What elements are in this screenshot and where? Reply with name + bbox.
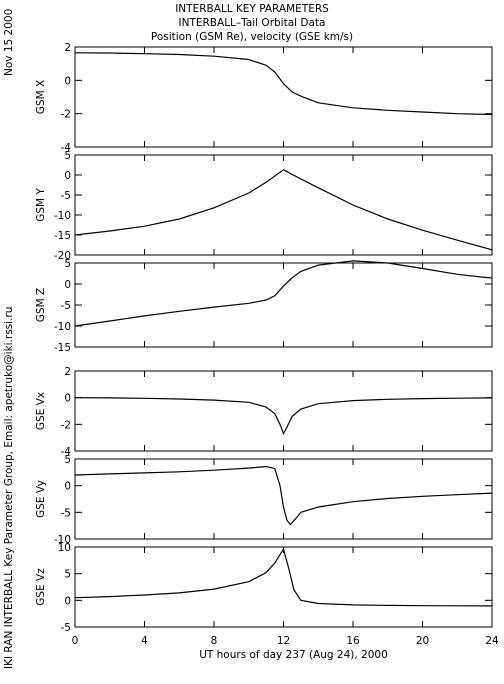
y-tick-label: -15 [54, 342, 71, 354]
y-tick-label: 2 [64, 42, 71, 54]
panel-frame [74, 262, 493, 348]
x-tick-label: 24 [485, 635, 499, 647]
y-tick-label: 0 [64, 481, 71, 493]
y-tick-label: 5 [64, 150, 71, 162]
chart-description: Position (GSM Re), velocity (GSE km/s) [150, 31, 354, 43]
y-tick-label: -10 [54, 321, 71, 333]
y-tick-label: -4 [61, 446, 72, 458]
y-tick-label: -5 [61, 190, 71, 202]
y-axis-label: GSM Z [35, 288, 47, 322]
y-tick-label: 5 [64, 258, 71, 270]
series-line [74, 169, 493, 251]
y-tick-label: -4 [61, 142, 72, 154]
y-axis-label: GSM X [35, 80, 47, 114]
chart-subtitle: INTERBALL–Tail Orbital Data [178, 17, 326, 29]
y-tick-label: 10 [58, 542, 71, 554]
panel-frame [74, 46, 493, 148]
x-axis-label: UT hours of day 237 (Aug 24), 2000 [199, 649, 388, 661]
y-tick-label: -10 [54, 534, 71, 546]
y-tick-label: -2 [61, 109, 71, 121]
y-tick-label: 0 [64, 393, 71, 405]
y-axis-label: GSE Vy [35, 480, 47, 518]
x-tick-label: 4 [141, 635, 148, 647]
y-tick-label: 2 [64, 366, 71, 378]
panel-frame [74, 370, 493, 452]
series-line [74, 547, 493, 607]
y-tick-label: -2 [61, 419, 71, 431]
y-axis-label: GSM Y [35, 188, 47, 222]
series-line [74, 465, 493, 526]
y-tick-label: -10 [54, 210, 71, 222]
y-tick-label: -5 [61, 300, 71, 312]
panel-frame [74, 458, 493, 540]
y-axis-label: GSE Vz [35, 568, 47, 606]
y-tick-label: 5 [64, 454, 71, 466]
x-tick-label: 16 [346, 635, 360, 647]
y-tick-label: 5 [64, 569, 71, 581]
y-axis-label: GSE Vx [35, 392, 47, 430]
series-line [74, 52, 493, 116]
y-tick-label: 0 [64, 170, 71, 182]
series-line [74, 397, 493, 436]
x-tick-label: 20 [416, 635, 429, 647]
x-tick-label: 12 [277, 635, 290, 647]
panel-frame [74, 546, 493, 628]
x-tick-label: 0 [72, 635, 79, 647]
y-tick-label: -5 [61, 507, 71, 519]
y-tick-label: 0 [64, 595, 71, 607]
y-tick-label: 0 [64, 279, 71, 291]
y-tick-label: -5 [61, 622, 71, 634]
chart-title: INTERBALL KEY PARAMETERS [175, 3, 329, 15]
x-tick-label: 8 [211, 635, 218, 647]
y-tick-label: 0 [64, 75, 71, 87]
y-tick-label: -20 [54, 250, 71, 262]
series-line [74, 260, 493, 327]
y-tick-label: -15 [54, 230, 71, 242]
